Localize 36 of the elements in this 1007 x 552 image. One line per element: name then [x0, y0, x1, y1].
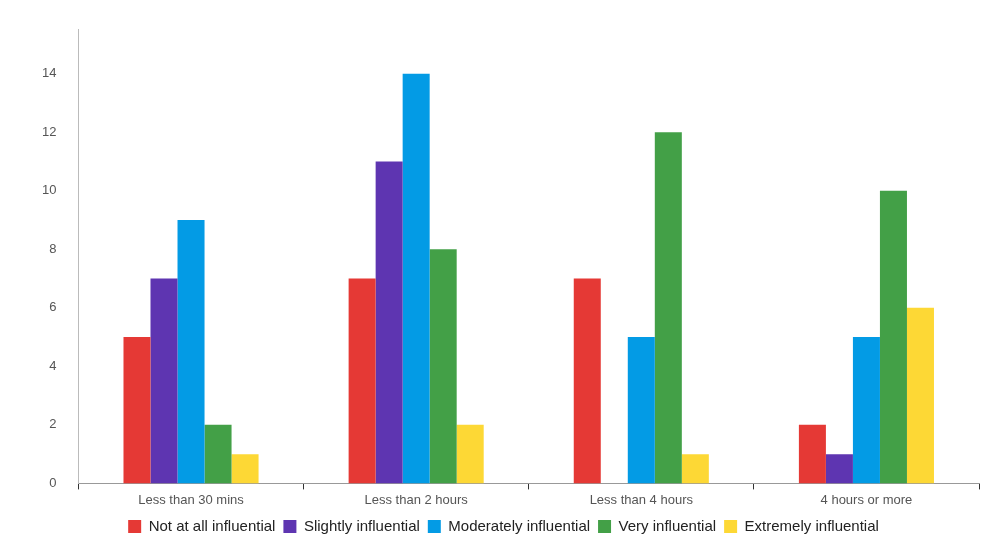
bar	[429, 249, 457, 484]
x-tick-label: Less than 30 mins	[138, 491, 245, 507]
y-tick-label: 4	[49, 357, 57, 373]
y-tick-label: 14	[41, 65, 57, 81]
x-tick-label: Less than 2 hours	[364, 491, 469, 507]
bar	[879, 190, 907, 484]
bar	[231, 454, 259, 484]
legend-label: Slightly influential	[303, 516, 420, 534]
y-tick-label: 12	[41, 123, 57, 139]
bar	[123, 337, 151, 484]
y-tick-label: 8	[49, 240, 57, 256]
bar	[348, 278, 376, 484]
bar	[681, 454, 709, 484]
y-tick-label: 0	[49, 474, 57, 490]
bar	[906, 307, 934, 484]
x-tick-label: 4 hours or more	[820, 491, 913, 507]
bar	[402, 73, 430, 484]
bar	[456, 424, 484, 484]
y-tick-label: 6	[49, 299, 57, 315]
legend-label: Moderately influential	[448, 516, 591, 534]
legend-label: Very influential	[618, 516, 717, 534]
x-tick-label: Less than 4 hours	[589, 491, 694, 507]
bar	[573, 278, 601, 484]
bar	[654, 132, 682, 484]
y-tick-label: 2	[49, 416, 57, 432]
y-tick-label: 10	[41, 182, 57, 198]
bar	[177, 220, 205, 484]
legend-label: Extremely influential	[744, 516, 879, 534]
bar	[798, 424, 826, 484]
bar	[825, 454, 853, 484]
bar	[204, 424, 232, 484]
legend-label: Not at all influential	[148, 516, 276, 534]
bar	[852, 337, 880, 484]
bar	[150, 278, 178, 484]
bar	[627, 337, 655, 484]
bar	[375, 161, 403, 484]
